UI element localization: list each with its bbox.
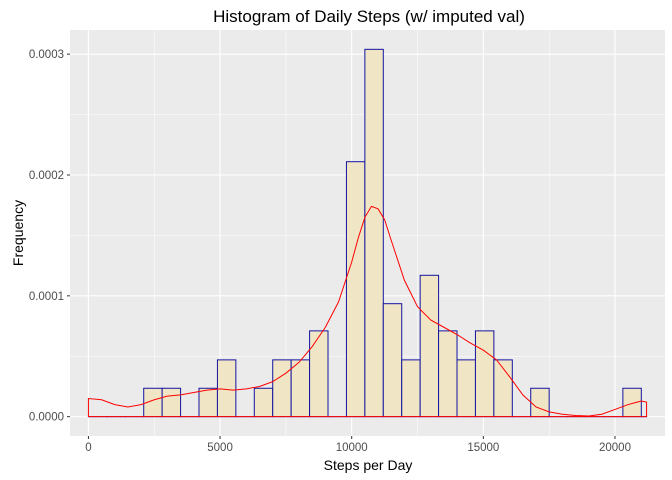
histogram-bar — [345, 161, 366, 418]
density-curve — [87, 205, 648, 418]
histogram-bar — [622, 387, 642, 418]
histogram-bar — [419, 274, 440, 418]
y-tick-label: 0.0001 — [29, 291, 64, 303]
histogram-bar — [216, 359, 237, 418]
histogram-bars — [87, 48, 648, 418]
histogram-bar — [530, 387, 550, 418]
histogram-bar — [272, 359, 292, 418]
y-tick-label: 0.0000 — [29, 412, 64, 424]
histogram-bar — [309, 330, 329, 418]
y-tick-label: 0.0002 — [29, 170, 64, 182]
histogram-bar — [161, 387, 182, 418]
x-tick-label: 15000 — [467, 442, 499, 454]
histogram-bar — [474, 330, 495, 418]
histogram-bar — [364, 48, 384, 418]
histogram-bar — [438, 330, 458, 418]
axis-ticks: 0.0000 0.0001 0.0002 0.0003 0 5000 10000 15000 2… — [29, 49, 631, 454]
y-axis-title: Frequency — [10, 200, 26, 266]
histogram-bar — [290, 359, 311, 418]
x-tick-label: 5000 — [207, 442, 233, 454]
histogram-bar — [456, 359, 476, 418]
x-tick-label: 0 — [85, 442, 91, 454]
histogram-bar — [401, 359, 421, 418]
chart-title: Histogram of Daily Steps (w/ imputed val… — [213, 7, 525, 26]
x-tick-label: 20000 — [599, 442, 631, 454]
x-tick-label: 10000 — [336, 442, 368, 454]
x-axis-title: Steps per Day — [324, 457, 413, 473]
y-tick-label: 0.0003 — [29, 49, 64, 61]
histogram-bar — [198, 387, 218, 418]
histogram-bar — [253, 387, 274, 418]
histogram-bar — [382, 303, 403, 418]
